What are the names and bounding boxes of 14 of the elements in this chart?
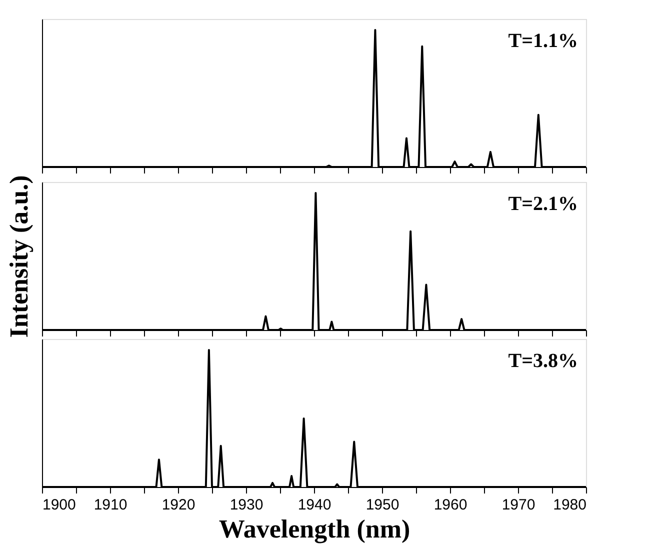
x-tick-label: 1930 xyxy=(230,496,264,514)
x-tick-label: 1900 xyxy=(42,496,76,514)
text: T=2.1% xyxy=(508,193,578,215)
y-axis-title: Intensity (a.u.) xyxy=(4,175,34,338)
x-tick-label: 1970 xyxy=(502,496,536,514)
x-tick-label: 1910 xyxy=(94,496,128,514)
x-tick-label: 1920 xyxy=(162,496,196,514)
x-tick-label: 1950 xyxy=(366,496,400,514)
x-tick-label: 1980 xyxy=(553,496,586,514)
x-axis-title: Wavelength (nm) xyxy=(218,514,410,544)
x-tick-label: 1960 xyxy=(434,496,468,514)
text: T=3.8% xyxy=(508,350,578,372)
text: T=1.1% xyxy=(508,30,578,52)
x-tick-label: 1940 xyxy=(298,496,332,514)
